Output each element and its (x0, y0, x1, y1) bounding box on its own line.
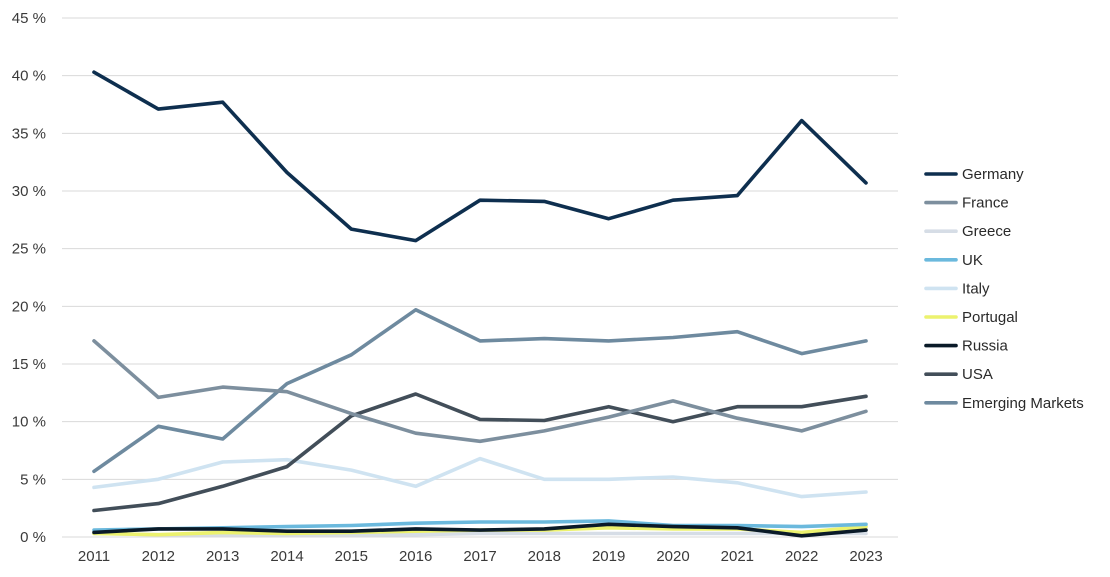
legend-label: UK (962, 252, 983, 269)
y-tick-label: 5 % (20, 471, 46, 488)
x-tick-label: 2022 (785, 548, 818, 565)
legend-label: Greece (962, 223, 1011, 240)
x-tick-label: 2021 (721, 548, 754, 565)
x-tick-label: 2020 (656, 548, 689, 565)
legend-item-greece: Greece (924, 223, 1011, 240)
legend-label: Germany (962, 166, 1024, 183)
legend-item-russia: Russia (924, 338, 1009, 355)
legend-item-portugal: Portugal (924, 309, 1018, 326)
x-tick-label: 2011 (78, 548, 110, 565)
series-line-russia (92, 522, 868, 538)
series-line-greece (92, 531, 868, 537)
legend-label: Portugal (962, 309, 1018, 326)
y-tick-label: 40 % (12, 68, 46, 85)
legend-label: Emerging Markets (962, 395, 1084, 412)
legend: Germany France Greece UK Italy Portugal Russia… (924, 166, 1084, 412)
x-tick-label: 2012 (142, 548, 175, 565)
legend-item-usa: USA (924, 366, 993, 383)
y-tick-label: 10 % (12, 414, 46, 431)
x-tick-label: 2017 (463, 548, 496, 565)
legend-label: Russia (962, 338, 1009, 355)
x-tick-label: 2016 (399, 548, 432, 565)
x-axis: 2011 2012 2013 2014 2015 2016 2017 2018 2019 2020… (78, 548, 883, 565)
x-tick-label: 2018 (528, 548, 561, 565)
y-tick-label: 15 % (12, 356, 46, 373)
y-tick-label: 45 % (12, 10, 46, 27)
x-tick-label: 2014 (270, 548, 303, 565)
series-line-france (92, 339, 868, 444)
legend-item-emerging-markets: Emerging Markets (924, 395, 1084, 412)
x-tick-label: 2015 (335, 548, 368, 565)
legend-label: France (962, 195, 1009, 212)
series-line-emerging-markets (92, 307, 868, 474)
series-line-germany (92, 70, 868, 243)
y-tick-label: 20 % (12, 298, 46, 315)
x-tick-label: 2013 (206, 548, 239, 565)
plot-area (92, 70, 868, 538)
y-axis: 0 % 5 % 10 % 15 % 20 % 25 % 30 % 35 % 40 % 45 % (12, 10, 46, 546)
y-tick-label: 25 % (12, 241, 46, 258)
legend-item-france: France (924, 195, 1009, 212)
x-tick-label: 2019 (592, 548, 625, 565)
gridlines (62, 17, 898, 538)
legend-item-germany: Germany (924, 166, 1024, 183)
x-tick-label: 2023 (849, 548, 882, 565)
y-tick-label: 30 % (12, 183, 46, 200)
series-line-usa (92, 392, 868, 513)
series-line-italy (92, 456, 868, 499)
legend-item-italy: Italy (924, 280, 990, 297)
legend-label: Italy (962, 280, 990, 297)
y-tick-label: 0 % (20, 529, 46, 546)
y-tick-label: 35 % (12, 125, 46, 142)
legend-item-uk: UK (924, 252, 983, 269)
legend-label: USA (962, 366, 993, 383)
